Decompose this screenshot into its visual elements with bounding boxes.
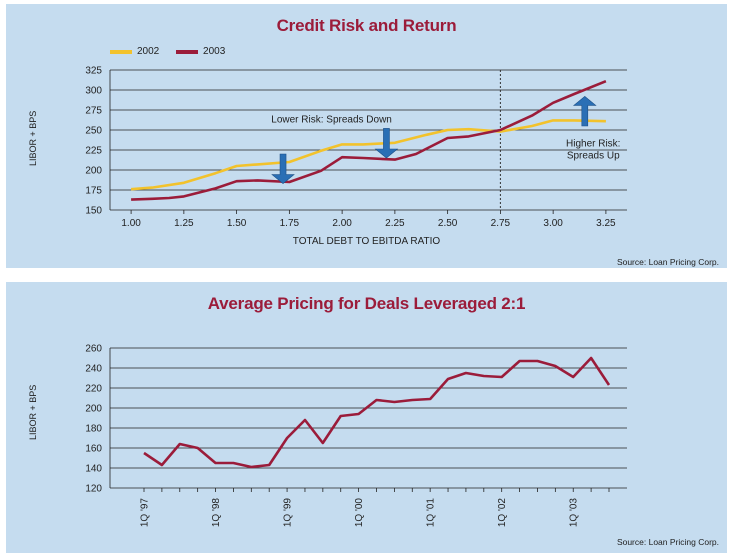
chart2-source: Source: Loan Pricing Corp. <box>616 537 719 547</box>
legend-label-2003: 2003 <box>203 46 226 57</box>
chart2-xtick: 1Q '98 <box>211 498 222 528</box>
chart2-xtick: 1Q '97 <box>140 498 151 528</box>
chart1-ytick: 275 <box>85 106 102 117</box>
legend-swatch-2002 <box>110 49 132 54</box>
legend-swatch-2003 <box>176 49 199 54</box>
chart1-annotation-2: Spreads Up <box>567 150 620 161</box>
chart1-xtick: 2.75 <box>491 218 511 229</box>
chart2-series-line <box>143 356 611 469</box>
chart1-annotation-1: Higher Risk: <box>566 138 620 149</box>
chart1-ytick: 175 <box>85 186 102 197</box>
chart1-xlabel: TOTAL DEBT TO EBITDA RATIO <box>292 236 441 247</box>
chart2-xtick: 1Q '00 <box>354 498 365 528</box>
chart1-ytick: 325 <box>85 66 102 77</box>
chart2-plot: 260 240 220 200 180 160 140 120 1Q '97 1Q '98 1Q '… <box>85 344 627 528</box>
chart1-annotation-0: Lower Risk: Spreads Down <box>271 114 392 125</box>
chart1-series-2003 <box>131 79 607 201</box>
chart1-series-2002 <box>131 119 606 191</box>
chart1-xtick: 1.50 <box>227 218 247 229</box>
legend-label-2002: 2002 <box>137 46 160 57</box>
chart2-ytick: 120 <box>85 484 102 495</box>
chart1-xtick: 2.50 <box>438 218 458 229</box>
chart2-ytick: 160 <box>85 444 102 455</box>
chart2-xtick: 1Q '03 <box>569 498 580 528</box>
chart2-ytick: 220 <box>85 384 102 395</box>
chart1-xtick: 3.00 <box>543 218 563 229</box>
chart1-ytick: 300 <box>85 86 102 97</box>
chart1-ytick: 250 <box>85 126 102 137</box>
chart1-arrow-down-0 <box>271 153 295 184</box>
chart2-xtick: 1Q '99 <box>283 498 294 528</box>
chart1-source: Source: Loan Pricing Corp. <box>616 257 719 267</box>
chart1-ytick: 150 <box>85 206 102 217</box>
chart1-arrow-up-2 <box>572 96 597 127</box>
chart2-title: Average Pricing for Deals Leveraged 2:1 <box>207 294 526 313</box>
chart1-ytick: 200 <box>85 166 102 177</box>
chart1-xtick: 1.00 <box>121 218 141 229</box>
chart1-legend: 2002 2003 <box>110 46 225 57</box>
chart1-xtick: 2.25 <box>385 218 405 229</box>
chart1-xtick: 3.25 <box>596 218 616 229</box>
average-pricing-panel: Average Pricing for Deals Leveraged 2:1 … <box>6 282 727 553</box>
chart1-ytick: 225 <box>85 146 102 157</box>
chart2-ytick: 180 <box>85 424 102 435</box>
chart1-arrow-down-1 <box>374 128 399 159</box>
chart1-xtick: 1.75 <box>280 218 300 229</box>
chart2-xtick: 1Q '01 <box>426 498 437 528</box>
chart1-title: Credit Risk and Return <box>276 16 457 35</box>
chart2-ytick: 260 <box>85 344 102 355</box>
chart1-xtick: 1.25 <box>174 218 194 229</box>
chart2-ytick: 200 <box>85 404 102 415</box>
credit-risk-panel: Credit Risk and Return 2002 2003 LIBOR +… <box>6 4 727 268</box>
chart1-plot: 325 300 275 250 225 200 175 150 1.00 1.25 1.50 1.75… <box>85 66 627 229</box>
chart2-ytick: 240 <box>85 364 102 375</box>
chart2-ytick: 140 <box>85 464 102 475</box>
chart1-xtick: 2.00 <box>332 218 352 229</box>
chart2-xtick: 1Q '02 <box>497 498 508 528</box>
